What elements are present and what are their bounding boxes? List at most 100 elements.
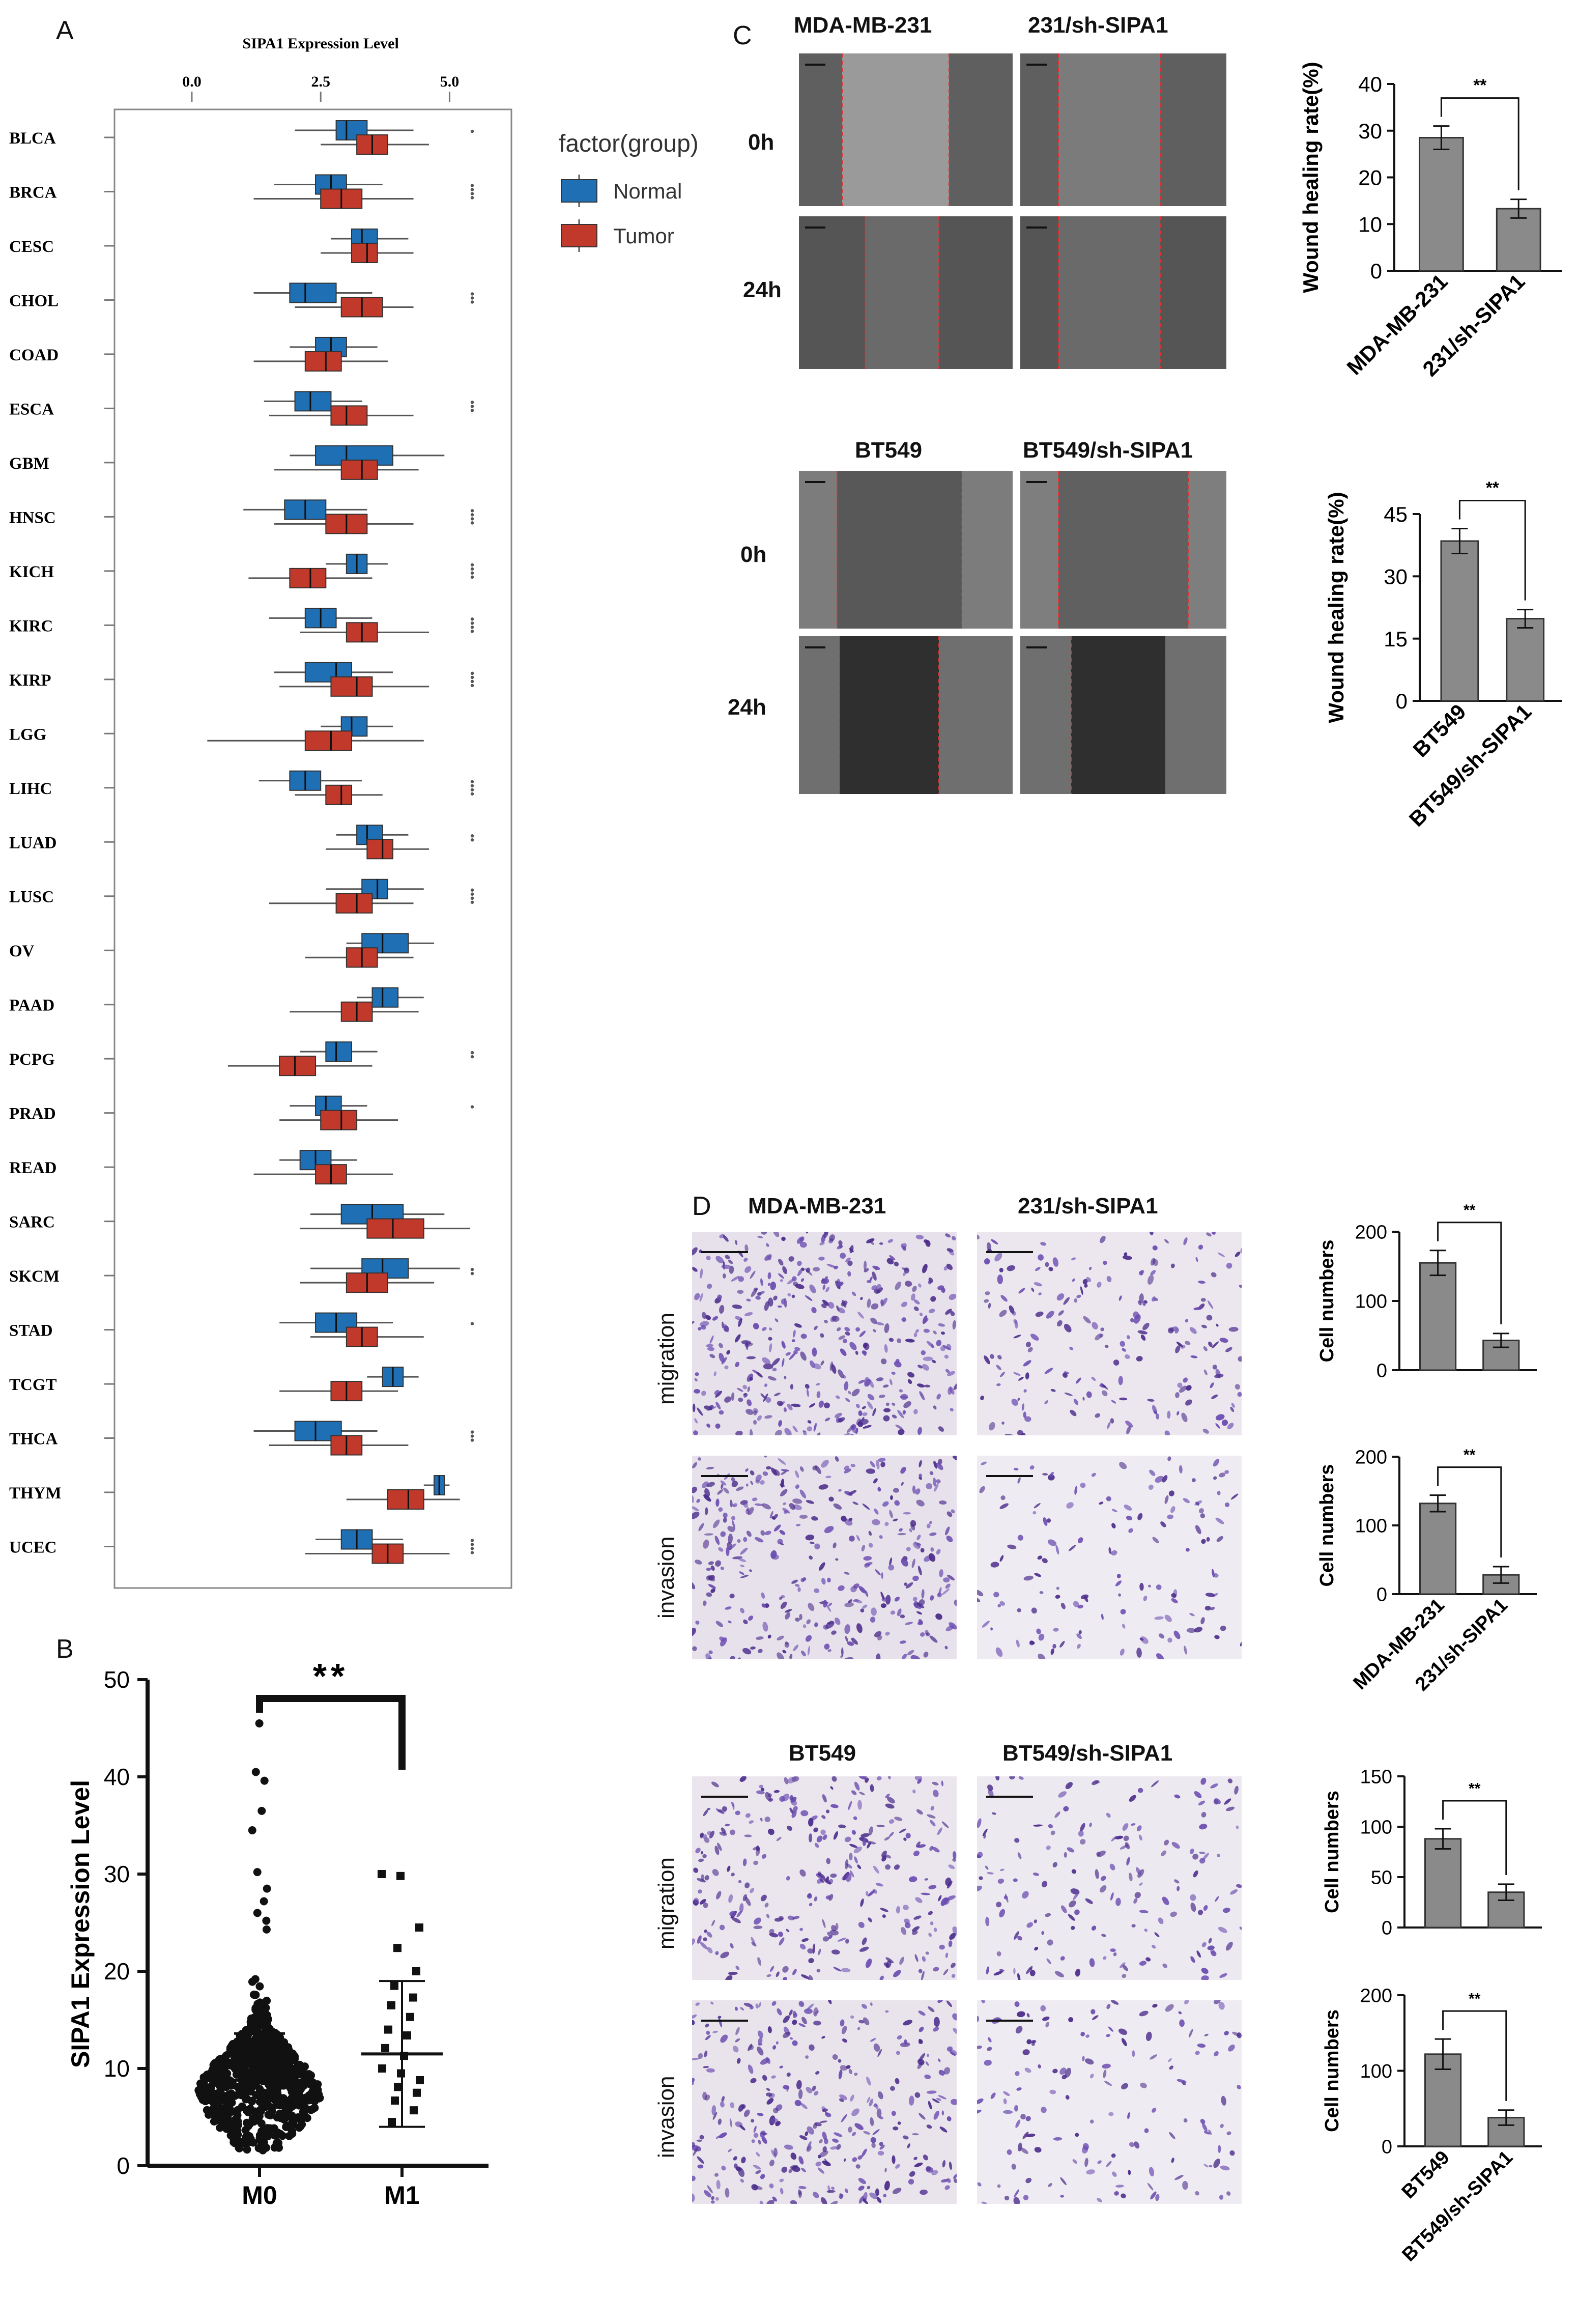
cell-blob xyxy=(1015,2071,1020,2076)
cell-blob xyxy=(1210,1949,1215,1954)
cell-blob xyxy=(1024,2067,1031,2073)
cell-blob xyxy=(730,1656,735,1659)
cell-blob xyxy=(1125,1421,1133,1428)
cell-blob xyxy=(715,1402,721,1410)
cell-blob xyxy=(864,1268,869,1272)
cell-blob xyxy=(1048,1539,1057,1546)
cell-blob xyxy=(788,2169,793,2173)
cell-blob xyxy=(735,1965,740,1970)
cell-blob xyxy=(752,1497,758,1501)
cell-blob xyxy=(826,1264,837,1268)
cell-blob xyxy=(892,2188,902,2194)
cell-blob xyxy=(953,1456,957,1461)
cell-blob xyxy=(1206,1315,1213,1321)
cell-blob xyxy=(694,1418,698,1424)
cell-blob xyxy=(1207,1945,1215,1950)
cell-blob xyxy=(1063,1297,1070,1305)
cell-blob xyxy=(757,2046,764,2056)
cell-blob xyxy=(913,1915,922,1920)
data-point xyxy=(378,1870,386,1878)
cell-blob xyxy=(1064,1392,1073,1396)
cell-blob xyxy=(747,1399,752,1406)
cell-blob xyxy=(697,2156,704,2164)
cell-blob xyxy=(1031,1287,1035,1292)
cell-blob xyxy=(835,1395,840,1399)
cell-blob xyxy=(888,1819,895,1824)
cell-blob xyxy=(732,2046,739,2053)
cell-blob xyxy=(983,1834,986,1839)
cell-blob xyxy=(977,2045,982,2049)
cell-blob xyxy=(709,1830,714,1839)
data-point xyxy=(416,2076,424,2084)
cell-blob xyxy=(1077,1604,1084,1609)
cell-blob xyxy=(1013,1372,1021,1376)
cell-blob xyxy=(749,1820,754,1824)
cell-blob xyxy=(862,1504,870,1510)
cell-blob xyxy=(878,1394,885,1398)
cell-blob xyxy=(941,2110,944,2116)
cell-blob xyxy=(719,2018,723,2028)
cell-blob xyxy=(1219,1338,1228,1343)
cell-blob xyxy=(824,1418,830,1422)
cell-blob xyxy=(1203,2131,1211,2135)
cell-blob xyxy=(1071,1869,1077,1874)
cell-blob xyxy=(824,1319,828,1323)
cell-blob xyxy=(888,1564,895,1571)
cell-blob xyxy=(805,1535,815,1541)
cell-blob xyxy=(812,1465,817,1471)
cell-blob xyxy=(715,1423,721,1429)
cell-blob xyxy=(1174,2175,1184,2180)
cell-blob xyxy=(981,1461,987,1465)
y-axis-label: Cell numbers xyxy=(1322,1791,1343,1913)
cell-blob xyxy=(1042,1558,1048,1564)
data-point xyxy=(231,2118,239,2127)
data-point xyxy=(234,2083,243,2092)
cell-blob xyxy=(1199,1858,1206,1864)
cell-blob xyxy=(1026,1922,1034,1928)
cell-blob xyxy=(1239,1926,1242,1930)
cell-blob xyxy=(863,1342,868,1348)
data-point xyxy=(262,2014,271,2022)
cell-blob xyxy=(942,2160,946,2168)
cell-blob xyxy=(923,2155,928,2161)
cell-blob xyxy=(1236,1825,1239,1829)
cell-blob xyxy=(873,1478,878,1484)
cell-blob xyxy=(773,1295,778,1300)
cell-blob xyxy=(692,2014,697,2019)
cell-blob xyxy=(851,1291,856,1296)
cell-blob xyxy=(825,1287,830,1292)
cell-blob xyxy=(862,2148,867,2157)
cell-blob xyxy=(1210,1783,1218,1789)
cell-blob xyxy=(703,1834,707,1839)
y-axis-label: Wound healing rate(%) xyxy=(1324,492,1348,723)
cell-blob xyxy=(880,1603,887,1608)
cell-blob xyxy=(732,1305,742,1309)
cell-blob xyxy=(908,2178,914,2185)
cell-blob xyxy=(1121,2083,1129,2090)
data-point xyxy=(255,1982,264,1991)
cell-blob xyxy=(723,1487,729,1494)
cell-blob xyxy=(904,1918,910,1924)
cell-blob xyxy=(857,1864,862,1869)
data-point xyxy=(305,2070,313,2079)
cell-blob xyxy=(841,1876,845,1880)
cell-blob xyxy=(705,2023,709,2028)
cell-blob xyxy=(885,1957,894,1964)
cell-blob xyxy=(930,1820,936,1827)
cell-blob xyxy=(1065,1782,1073,1789)
cell-blob xyxy=(738,1320,742,1323)
cell-blob xyxy=(1152,2108,1157,2113)
cell-blob xyxy=(926,1341,935,1348)
cell-blob xyxy=(912,1485,916,1494)
cell-blob xyxy=(867,1401,873,1410)
cell-blob xyxy=(791,1339,795,1342)
cell-blob xyxy=(755,1296,761,1300)
cell-blob xyxy=(776,2041,779,2045)
cell-blob xyxy=(793,1645,799,1651)
cell-blob xyxy=(801,1938,809,1942)
significance-dot xyxy=(470,521,474,525)
cell-blob xyxy=(1086,1391,1092,1398)
cell-blob xyxy=(824,1526,834,1534)
cell-blob xyxy=(1043,1517,1048,1526)
cell-blob xyxy=(1226,1262,1232,1269)
